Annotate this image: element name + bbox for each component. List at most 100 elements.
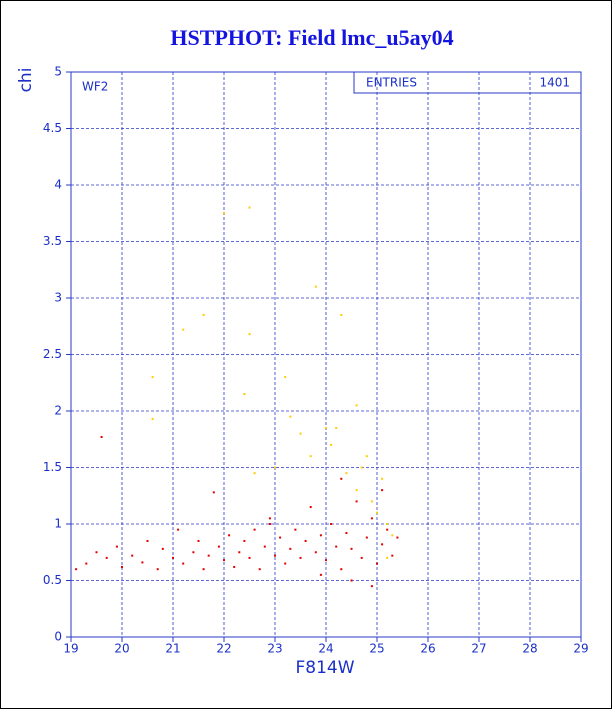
point: [381, 477, 384, 480]
point: [289, 547, 292, 550]
point: [340, 313, 343, 316]
point: [248, 206, 251, 209]
point: [207, 554, 210, 557]
annotation: WF2: [82, 80, 108, 94]
x-tick-label: 26: [420, 642, 435, 656]
stats-value: 1401: [539, 76, 570, 90]
x-tick-label: 25: [369, 642, 384, 656]
point: [279, 536, 282, 539]
y-tick-label: 5: [54, 65, 62, 79]
point: [202, 313, 205, 316]
point: [141, 561, 144, 564]
point: [396, 536, 399, 539]
point: [365, 455, 368, 458]
point: [95, 551, 98, 554]
point: [177, 528, 180, 531]
x-tick-label: 21: [165, 642, 180, 656]
point: [217, 545, 220, 548]
point: [100, 435, 103, 438]
point: [258, 568, 261, 571]
y-tick-label: 2: [54, 404, 62, 418]
point: [304, 539, 307, 542]
point: [314, 285, 317, 288]
point: [151, 376, 154, 379]
point: [391, 534, 394, 537]
point: [325, 426, 327, 429]
point: [172, 556, 174, 559]
point: [212, 491, 215, 494]
point: [294, 528, 297, 531]
point: [115, 545, 118, 548]
x-axis-label: F814W: [295, 658, 354, 678]
point: [386, 523, 389, 525]
stats-label: ENTRIES: [366, 76, 417, 90]
point: [253, 472, 256, 475]
x-tick-label: 27: [471, 642, 486, 656]
point: [355, 500, 358, 503]
point: [360, 466, 363, 469]
point: [284, 376, 287, 379]
point: [370, 517, 373, 520]
x-tick-label: 19: [63, 642, 78, 656]
point: [370, 500, 373, 503]
point: [192, 551, 195, 554]
point: [274, 554, 276, 557]
y-tick-label: 3.5: [43, 234, 62, 248]
point: [335, 426, 338, 429]
y-tick-label: 2.5: [43, 347, 62, 361]
point: [274, 466, 276, 469]
point: [314, 551, 317, 554]
point: [309, 455, 312, 458]
point: [243, 393, 246, 396]
point: [345, 532, 348, 535]
point: [319, 534, 322, 537]
point: [121, 565, 123, 568]
point: [355, 404, 358, 407]
point: [248, 333, 251, 336]
y-axis-label: chi: [16, 68, 36, 93]
point: [75, 568, 78, 571]
y-tick-label: 1: [54, 517, 62, 531]
point: [340, 568, 343, 571]
point: [330, 523, 333, 525]
point: [289, 415, 292, 418]
point: [345, 472, 348, 475]
chart-title: HSTPHOT: Field lmc_u5ay04: [170, 25, 453, 50]
point: [131, 554, 134, 557]
point: [238, 551, 241, 554]
point: [182, 562, 185, 565]
point: [248, 556, 251, 559]
point: [365, 536, 368, 539]
point: [228, 534, 231, 537]
point: [223, 212, 225, 215]
point: [330, 443, 333, 446]
point: [376, 511, 378, 514]
point: [350, 579, 353, 582]
point: [253, 528, 256, 531]
point: [268, 523, 271, 525]
point: [299, 556, 302, 559]
point: [233, 565, 236, 568]
point: [386, 556, 389, 559]
point: [335, 545, 338, 548]
point: [146, 539, 149, 542]
point: [197, 539, 200, 542]
point: [325, 559, 327, 562]
point: [284, 562, 287, 565]
plot-frame: [70, 71, 582, 638]
x-tick-label: 29: [573, 642, 588, 656]
y-tick-label: 0.5: [43, 573, 62, 587]
point: [85, 562, 88, 565]
point: [350, 547, 353, 550]
point: [202, 568, 205, 571]
point: [243, 539, 246, 542]
x-tick-label: 20: [114, 642, 129, 656]
point: [391, 554, 394, 557]
point: [268, 517, 271, 520]
point: [340, 477, 343, 480]
point: [223, 559, 225, 562]
point: [156, 568, 159, 571]
y-tick-label: 4: [54, 178, 62, 192]
y-tick-label: 0: [54, 630, 62, 644]
point: [299, 432, 302, 435]
